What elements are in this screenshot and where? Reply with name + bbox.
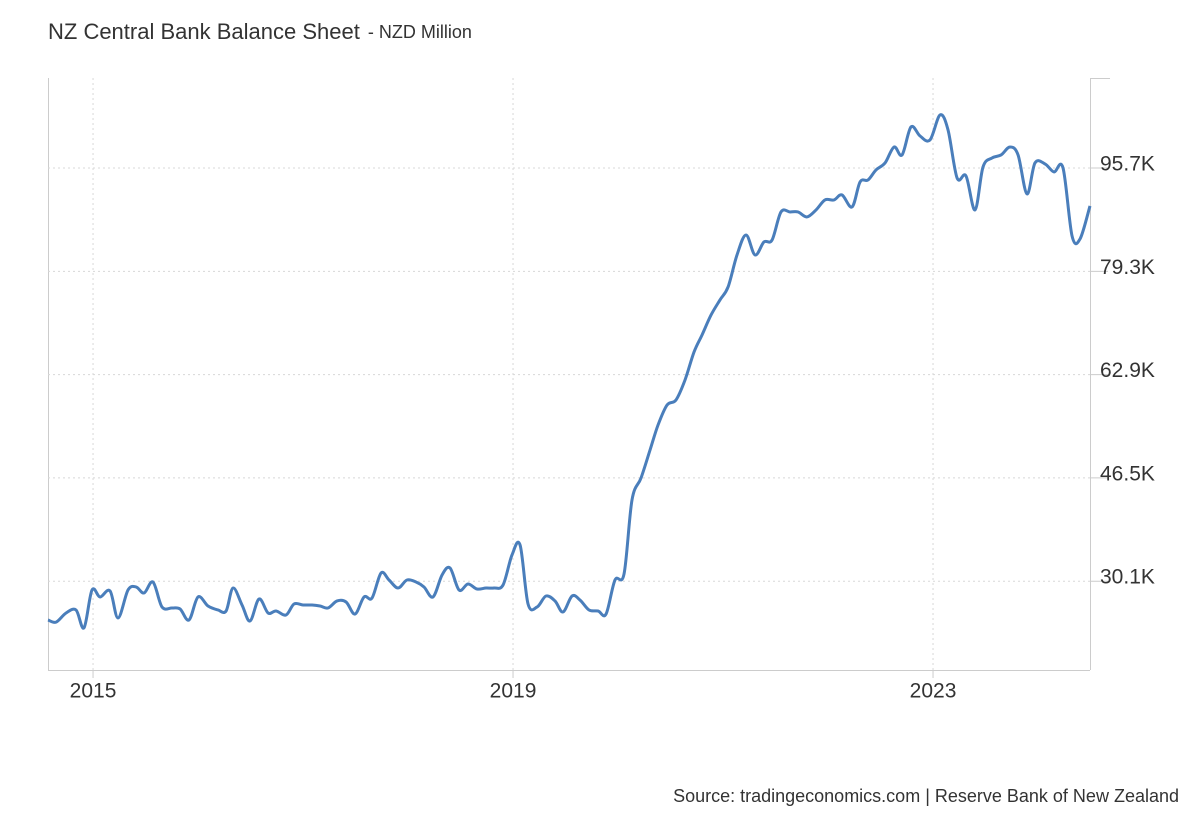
x-tick-label: 2015 [70, 680, 117, 703]
chart-title: NZ Central Bank Balance Sheet - NZD Milli… [48, 19, 472, 44]
x-tick-label: 2019 [490, 680, 537, 703]
subtitle: - NZD Million [368, 22, 472, 42]
x-tick-label: 2023 [910, 680, 957, 703]
y-tick-label: 46.5K [1100, 462, 1155, 485]
y-tick-label: 95.7K [1100, 153, 1155, 176]
y-tick-label: 62.9K [1100, 359, 1155, 382]
title: NZ Central Bank Balance Sheet [48, 19, 360, 44]
y-tick-label: 30.1K [1100, 566, 1155, 589]
y-tick-label: 79.3K [1100, 256, 1155, 279]
data-line [47, 113, 1092, 630]
source: Source: tradingeconomics.com | Reserve B… [673, 786, 1179, 806]
